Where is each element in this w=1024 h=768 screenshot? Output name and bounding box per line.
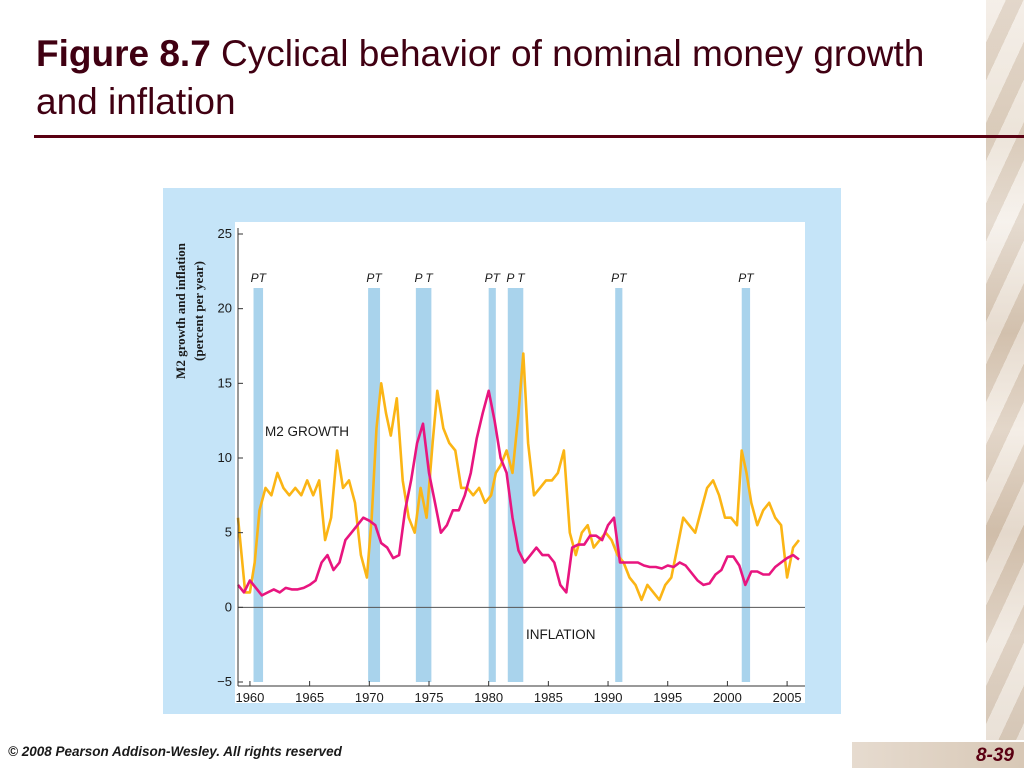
m2-inflation-chart: PT PT P T PT P T PT PT −5 0 5 10 15 20 25 1960 1965 197…: [173, 222, 805, 705]
page-number-box: 8-39: [852, 742, 1024, 768]
x-tick-label: 2000: [713, 690, 742, 705]
recession-label-1: PT: [251, 271, 268, 285]
x-tick-label: 1965: [295, 690, 324, 705]
y-tick-label: 20: [218, 301, 232, 316]
x-tick-label: 1960: [235, 690, 264, 705]
y-tick-label: 25: [218, 226, 232, 241]
series-layer: [236, 352, 801, 602]
copyright-notice: © 2008 Pearson Addison-Wesley. All right…: [8, 744, 342, 759]
y-axis-title-line1: M2 growth and inflation: [173, 242, 188, 379]
y-tick-label: −5: [217, 674, 232, 689]
recession-label-5: P T: [506, 271, 526, 285]
recession-label-3: P T: [415, 271, 435, 285]
title-divider: [34, 135, 1024, 138]
inflation-label: INFLATION: [526, 627, 596, 642]
x-tick-label: 1995: [653, 690, 682, 705]
x-tick-label: 1970: [355, 690, 384, 705]
recession-band-3: [415, 288, 432, 682]
y-axis-title-line2: (percent per year): [191, 261, 206, 361]
decorative-side-strip: [986, 0, 1024, 740]
chart-panel: PT PT P T PT P T PT PT −5 0 5 10 15 20 25 1960 1965 197…: [163, 188, 841, 714]
recession-label-6: PT: [611, 271, 628, 285]
recession-label-7: PT: [738, 271, 755, 285]
x-tick-label: 1990: [594, 690, 623, 705]
y-tick-label: 0: [225, 599, 232, 614]
figure-number: Figure 8.7: [36, 33, 211, 74]
slide-title: Figure 8.7 Cyclical behavior of nominal …: [36, 30, 986, 126]
y-tick-label: 10: [218, 450, 232, 465]
recession-label-2: PT: [366, 271, 383, 285]
axes: −5 0 5 10 15 20 25 1960 1965 1970 1975 1980 1985 1990…: [217, 226, 805, 705]
page-number: 8-39: [975, 745, 1014, 766]
y-tick-label: 15: [218, 375, 232, 390]
m2-growth-label: M2 GROWTH: [265, 424, 349, 439]
recession-band-7: [741, 288, 751, 682]
x-tick-label: 1985: [534, 690, 563, 705]
m2-growth-series-line: [236, 352, 801, 602]
y-axis-title-unit: (percent per year): [191, 261, 206, 361]
x-tick-label: 2005: [773, 690, 802, 705]
figure-caption: Cyclical behavior of nominal money growt…: [36, 33, 925, 122]
x-tick-label: 1975: [415, 690, 444, 705]
recession-band-6: [615, 288, 623, 682]
inflation-series-line: [236, 389, 800, 597]
x-tick-label: 1980: [474, 690, 503, 705]
recession-label-4: PT: [485, 271, 502, 285]
recession-band-5: [507, 288, 524, 682]
y-tick-label: 5: [225, 525, 232, 540]
recession-band-1: [253, 288, 264, 682]
y-axis-title-main: M2 growth and inflation: [173, 242, 188, 379]
